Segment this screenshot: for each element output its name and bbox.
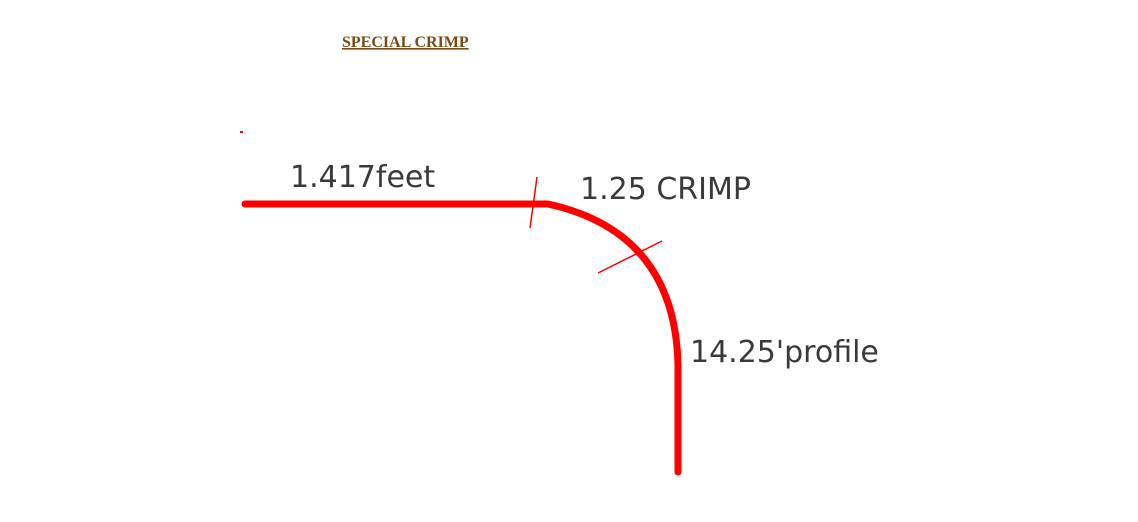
crimp-arc-tick <box>597 240 663 274</box>
flat-segment-label: 1.417feet <box>290 160 435 195</box>
crimp-start-tick <box>529 176 538 229</box>
profile-line <box>241 200 682 476</box>
drawing-title: SPECIAL CRIMP <box>342 34 469 51</box>
crimp-label: 1.25 CRIMP <box>580 172 751 207</box>
profile-label: 14.25'profile <box>690 335 879 370</box>
